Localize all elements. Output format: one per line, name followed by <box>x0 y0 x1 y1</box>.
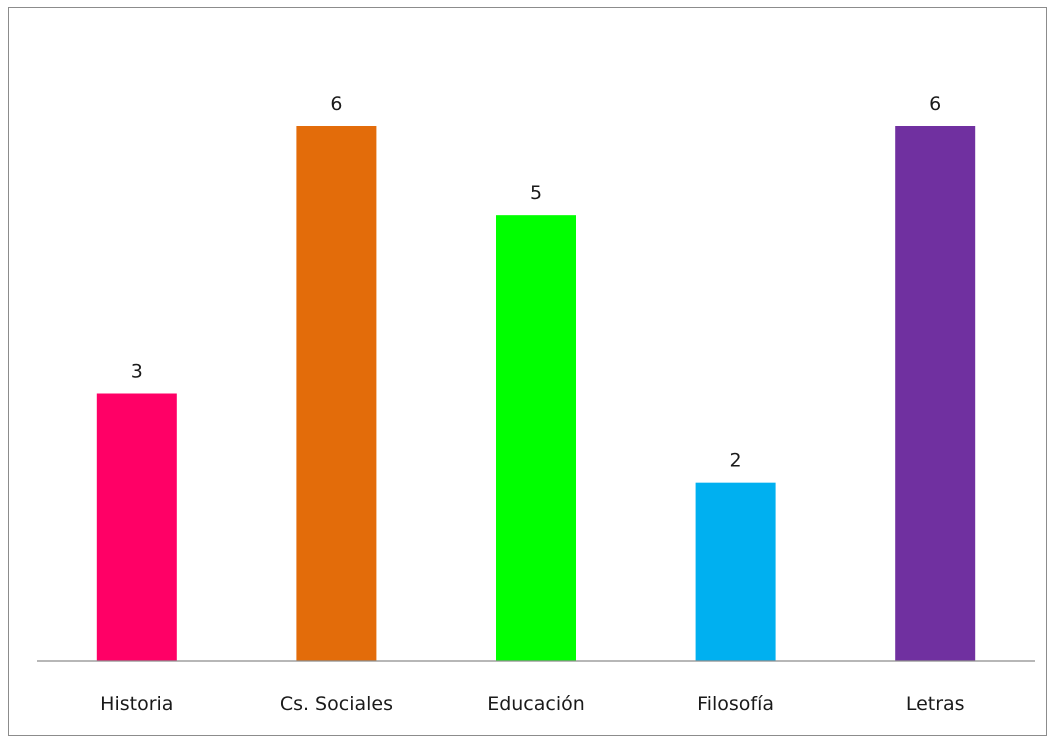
data-labels-group: 3 6 5 2 6 <box>131 93 941 472</box>
x-tick-label-5: Letras <box>906 693 965 715</box>
data-label-4: 2 <box>730 450 742 472</box>
bar-3 <box>496 215 576 661</box>
bar-4 <box>695 482 776 661</box>
bar-1 <box>96 393 177 661</box>
data-label-3: 5 <box>530 182 542 204</box>
x-tick-label-2: Cs. Sociales <box>280 693 393 715</box>
bar-2 <box>296 126 377 661</box>
x-tick-label-3: Educación <box>487 693 585 715</box>
bar-5 <box>895 126 976 661</box>
bars-group <box>96 126 976 661</box>
tick-labels-group: Historia Cs. Sociales Educación Filosofía Le… <box>100 693 964 715</box>
x-tick-label-1: Historia <box>100 693 173 715</box>
data-label-5: 6 <box>929 93 941 115</box>
data-label-2: 6 <box>330 93 342 115</box>
x-tick-label-4: Filosofía <box>697 693 774 715</box>
data-label-1: 3 <box>131 361 143 383</box>
